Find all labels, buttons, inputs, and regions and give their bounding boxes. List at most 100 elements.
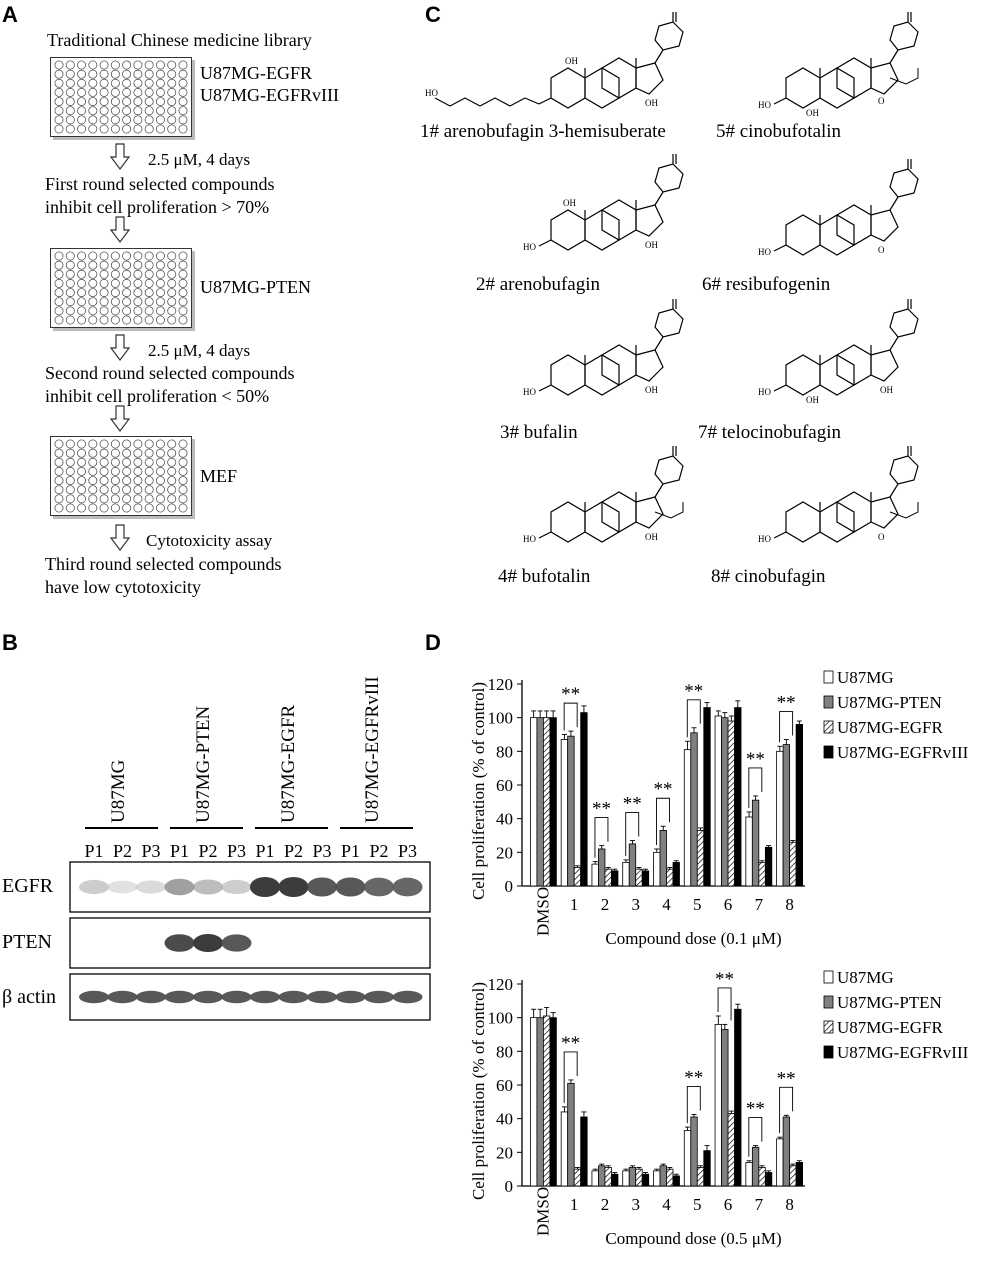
bar (567, 1082, 575, 1187)
plate-well (77, 260, 87, 270)
plate-well (65, 503, 75, 513)
plate-well (133, 306, 143, 316)
plate-well (178, 115, 188, 125)
blot-band (392, 877, 423, 897)
lane-label: P3 (141, 841, 160, 861)
bar (745, 1162, 753, 1187)
plate-well (77, 78, 87, 88)
plate-well (99, 476, 109, 486)
plate-well (155, 106, 165, 116)
plate-well (122, 503, 132, 513)
lane-label: P2 (113, 841, 132, 861)
bar (776, 750, 784, 887)
plate-well (99, 251, 109, 261)
blot-band (136, 990, 166, 1004)
plate-1-label-line-2: U87MG-EGFRvIII (200, 85, 339, 105)
plate-well (155, 315, 165, 325)
bar (622, 1170, 630, 1187)
significance-bracket (717, 987, 732, 1021)
down-arrow-icon (110, 143, 130, 170)
bar (611, 1173, 619, 1187)
plate-well (167, 503, 177, 513)
bar (795, 724, 804, 887)
plate-well (178, 485, 188, 495)
bar (727, 1113, 735, 1187)
bar (727, 720, 735, 887)
bar (560, 739, 569, 887)
blot-band (107, 880, 138, 894)
significance-bracket (748, 1117, 763, 1157)
plate-well (167, 106, 177, 116)
plate-well (122, 260, 132, 270)
plate-well (178, 269, 188, 279)
blot-band (164, 990, 195, 1004)
y-tick-label: 100 (488, 1009, 514, 1028)
plate-well (178, 278, 188, 288)
plate-well (178, 315, 188, 325)
plate-well (99, 124, 109, 134)
plate-well (54, 466, 64, 476)
plate-well (88, 115, 98, 125)
well-plate-1 (50, 57, 192, 137)
plate-well (133, 503, 143, 513)
bar (529, 717, 538, 887)
plate-well (133, 278, 143, 288)
significance-label: ** (684, 681, 703, 702)
plate-well (133, 288, 143, 298)
plate-well (155, 115, 165, 125)
panel-label-d: D (425, 630, 441, 655)
plate-well (155, 260, 165, 270)
cell-line-label-pten: U87MG-PTEN (193, 706, 214, 823)
legend-swatch (823, 970, 834, 984)
bar (683, 1130, 692, 1187)
bar (580, 1116, 588, 1187)
bar (653, 1170, 661, 1187)
plate-well (65, 106, 75, 116)
compound-5-label: 5# cinobufotalin (716, 121, 842, 142)
plate-well (54, 69, 64, 79)
plate-well (99, 466, 109, 476)
plate-well (110, 297, 120, 307)
bar (721, 717, 729, 887)
legend-label: U87MG (837, 968, 894, 987)
plate-well (167, 251, 177, 261)
plate-1-label-line-1: U87MG-EGFR (200, 63, 313, 83)
plate-well (54, 87, 64, 97)
plate-well (133, 315, 143, 325)
plate-well (155, 476, 165, 486)
plate-well (88, 60, 98, 70)
bar (789, 841, 797, 887)
plate-well (167, 87, 177, 97)
plate-well (144, 78, 154, 88)
bar (573, 867, 582, 887)
plate-2-label: U87MG-PTEN (200, 277, 311, 297)
structure-4: HO OH (523, 445, 684, 544)
plate-well (65, 297, 75, 307)
bar (734, 1008, 742, 1187)
plate-well (155, 87, 165, 97)
bar (560, 1111, 569, 1187)
lane-label: P1 (341, 841, 360, 861)
plate-well (167, 78, 177, 88)
y-axis-label: Cell proliferation (% of control) (469, 982, 488, 1200)
plate-well (167, 439, 177, 449)
bar (703, 1150, 711, 1187)
svg-text:OH: OH (645, 385, 658, 395)
plate-well (167, 297, 177, 307)
plate-well (99, 297, 109, 307)
plate-well (110, 503, 120, 513)
plate-well (144, 269, 154, 279)
y-tick-label: 20 (496, 843, 513, 862)
plate-well (77, 87, 87, 97)
plate-well (167, 60, 177, 70)
blot-label-pten: PTEN (2, 931, 52, 953)
svg-text:HO: HO (758, 247, 771, 257)
y-tick-label: 40 (496, 1110, 513, 1129)
plate-well (122, 87, 132, 97)
bar (666, 1168, 674, 1187)
plate-well (65, 494, 75, 504)
plate-well (110, 278, 120, 288)
plate-well (178, 494, 188, 504)
plate-well (65, 288, 75, 298)
legend-swatch (823, 695, 834, 709)
